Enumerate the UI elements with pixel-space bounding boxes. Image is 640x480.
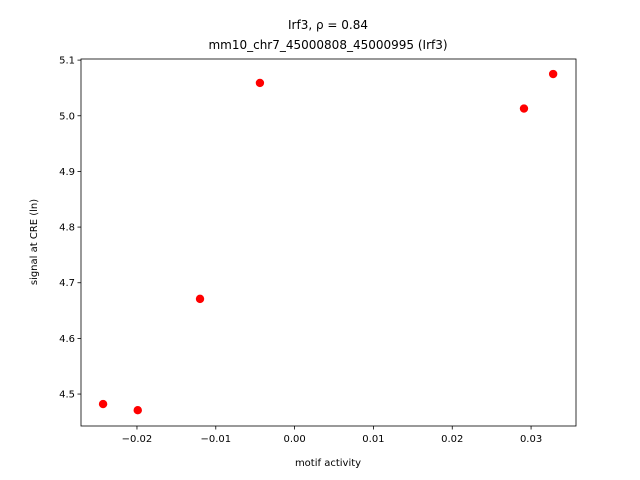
y-tick-label: 4.5: [59, 390, 75, 401]
chart-subtitle: mm10_chr7_45000808_45000995 (Irf3): [208, 38, 447, 52]
point: [133, 405, 142, 415]
x-tick-label: 0.02: [441, 434, 463, 445]
y-tick-label: 4.8: [59, 223, 75, 234]
point: [98, 399, 108, 409]
x-tick-label: −0.01: [200, 434, 231, 445]
chart-title: Irf3, ρ = 0.84: [288, 18, 368, 32]
x-tick-label: 0.01: [362, 434, 384, 445]
point: [255, 78, 265, 88]
y-tick-label: 5.1: [59, 56, 75, 67]
y-axis-label: signal at CRE (ln): [29, 199, 40, 285]
point: [195, 294, 205, 304]
point: [548, 69, 558, 79]
x-axis-label: motif activity: [295, 458, 361, 469]
x-tick-label: −0.02: [122, 434, 153, 445]
y-tick-label: 4.6: [59, 334, 75, 345]
y-tick-label: 5.0: [59, 111, 75, 122]
y-tick-label: 4.9: [59, 167, 75, 178]
y-tick-label: 4.7: [59, 278, 75, 289]
axes-frame: [80, 58, 577, 427]
x-tick-label: 0.00: [283, 434, 305, 445]
point: [519, 104, 529, 113]
x-tick-label: 0.03: [520, 434, 542, 445]
